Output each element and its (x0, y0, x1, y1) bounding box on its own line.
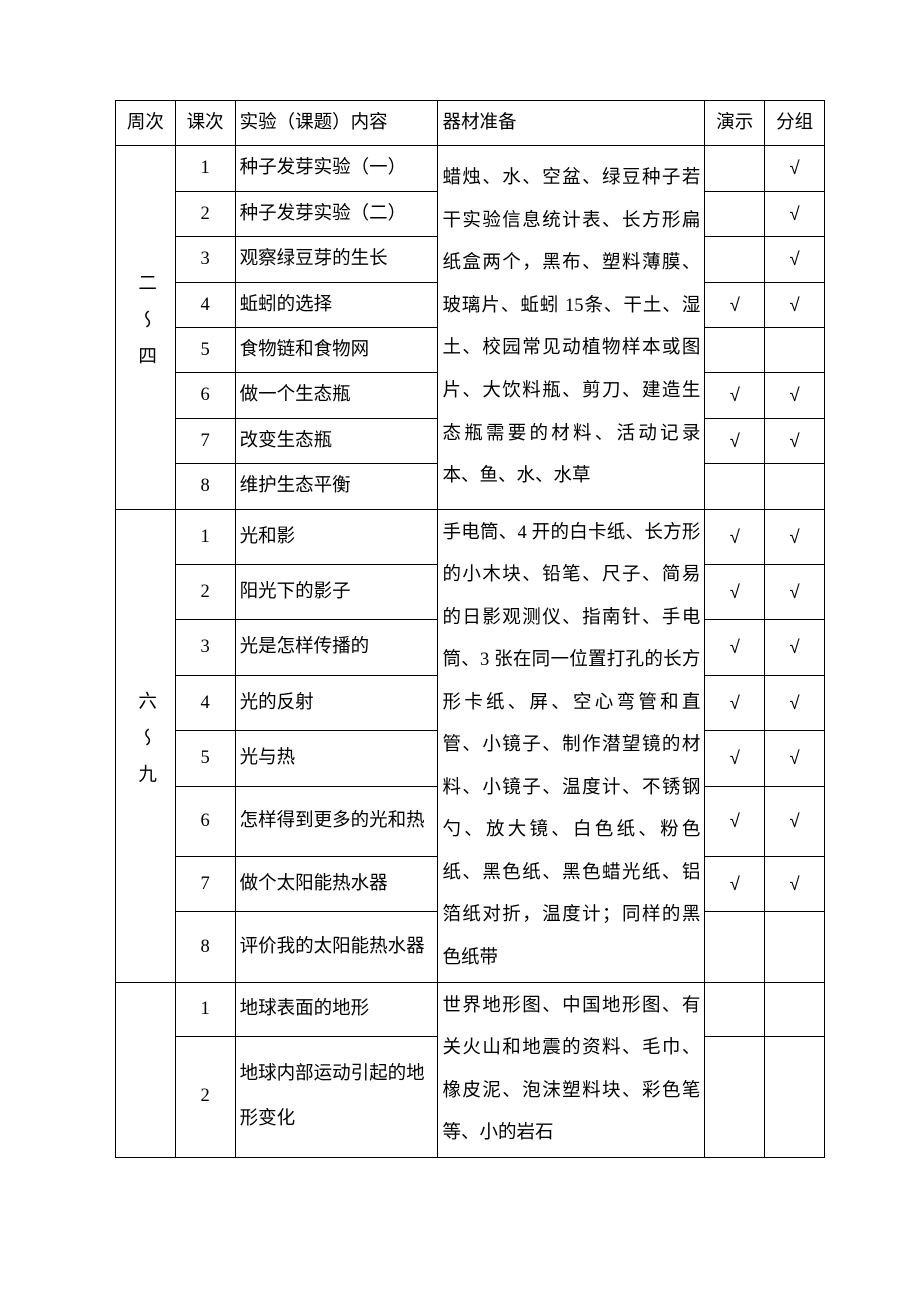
group-cell: √ (765, 191, 825, 236)
topic-cell: 做一个生态瓶 (235, 373, 438, 418)
header-demo: 演示 (705, 101, 765, 146)
lesson-cell: 4 (175, 675, 235, 730)
demo-cell (705, 982, 765, 1036)
lesson-cell: 2 (175, 564, 235, 619)
header-group: 分组 (765, 101, 825, 146)
topic-cell: 蚯蚓的选择 (235, 282, 438, 327)
equipment-cell-3: 世界地形图、中国地形图、有关火山和地震的资料、毛巾、橡皮泥、泡沫塑料块、彩色笔等… (438, 982, 705, 1157)
topic-cell: 怎样得到更多的光和热 (235, 786, 438, 856)
demo-cell: √ (705, 731, 765, 786)
lesson-cell: 7 (175, 418, 235, 463)
demo-cell: √ (705, 418, 765, 463)
demo-cell: √ (705, 675, 765, 730)
header-week: 周次 (116, 101, 176, 146)
demo-cell (705, 191, 765, 236)
week-cell-3 (116, 982, 176, 1157)
demo-cell: √ (705, 620, 765, 675)
group-cell: √ (765, 373, 825, 418)
topic-cell: 阳光下的影子 (235, 564, 438, 619)
lesson-cell: 3 (175, 620, 235, 675)
lesson-cell: 3 (175, 237, 235, 282)
lesson-cell: 2 (175, 191, 235, 236)
table-row: 六～九 1 光和影 手电筒、4 开的白卡纸、长方形的小木块、铅笔、尺子、简易的日… (116, 509, 825, 564)
lesson-cell: 2 (175, 1036, 235, 1157)
demo-cell (705, 912, 765, 982)
topic-cell: 种子发芽实验（一） (235, 146, 438, 191)
demo-cell: √ (705, 282, 765, 327)
group-cell (765, 1036, 825, 1157)
topic-cell: 改变生态瓶 (235, 418, 438, 463)
demo-cell: √ (705, 509, 765, 564)
demo-cell: √ (705, 786, 765, 856)
topic-cell: 种子发芽实验（二） (235, 191, 438, 236)
group-cell: √ (765, 237, 825, 282)
topic-cell: 评价我的太阳能热水器 (235, 912, 438, 982)
experiment-schedule-table: 周次 课次 实验（课题）内容 器材准备 演示 分组 二～四 1 种子发芽实验（一… (115, 100, 825, 1158)
header-lesson: 课次 (175, 101, 235, 146)
group-cell (765, 912, 825, 982)
topic-cell: 光是怎样传播的 (235, 620, 438, 675)
group-cell: √ (765, 564, 825, 619)
group-cell: √ (765, 282, 825, 327)
group-cell: √ (765, 675, 825, 730)
demo-cell (705, 1036, 765, 1157)
lesson-cell: 7 (175, 856, 235, 911)
topic-cell: 维护生态平衡 (235, 464, 438, 509)
topic-cell: 光和影 (235, 509, 438, 564)
lesson-cell: 5 (175, 327, 235, 372)
equipment-cell-1: 蜡烛、水、空盆、绿豆种子若干实验信息统计表、长方形扁纸盒两个，黑布、塑料薄膜、玻… (438, 146, 705, 509)
demo-cell (705, 464, 765, 509)
group-cell: √ (765, 786, 825, 856)
group-cell: √ (765, 418, 825, 463)
lesson-cell: 1 (175, 146, 235, 191)
group-cell (765, 327, 825, 372)
lesson-cell: 4 (175, 282, 235, 327)
demo-cell (705, 327, 765, 372)
demo-cell (705, 237, 765, 282)
demo-cell: √ (705, 564, 765, 619)
topic-cell: 食物链和食物网 (235, 327, 438, 372)
topic-cell: 地球表面的地形 (235, 982, 438, 1036)
lesson-cell: 8 (175, 912, 235, 982)
lesson-cell: 1 (175, 509, 235, 564)
lesson-cell: 1 (175, 982, 235, 1036)
lesson-cell: 5 (175, 731, 235, 786)
group-cell (765, 464, 825, 509)
lesson-cell: 6 (175, 373, 235, 418)
demo-cell (705, 146, 765, 191)
lesson-cell: 6 (175, 786, 235, 856)
demo-cell: √ (705, 373, 765, 418)
group-cell: √ (765, 731, 825, 786)
group-cell: √ (765, 620, 825, 675)
group-cell: √ (765, 509, 825, 564)
topic-cell: 地球内部运动引起的地形变化 (235, 1036, 438, 1157)
week-cell-2: 六～九 (116, 509, 176, 982)
table-row: 1 地球表面的地形 世界地形图、中国地形图、有关火山和地震的资料、毛巾、橡皮泥、… (116, 982, 825, 1036)
week-cell-1: 二～四 (116, 146, 176, 509)
demo-cell: √ (705, 856, 765, 911)
topic-cell: 做个太阳能热水器 (235, 856, 438, 911)
equipment-cell-2: 手电筒、4 开的白卡纸、长方形的小木块、铅笔、尺子、简易的日影观测仪、指南针、手… (438, 509, 705, 982)
group-cell: √ (765, 856, 825, 911)
table-header-row: 周次 课次 实验（课题）内容 器材准备 演示 分组 (116, 101, 825, 146)
group-cell (765, 982, 825, 1036)
topic-cell: 观察绿豆芽的生长 (235, 237, 438, 282)
topic-cell: 光与热 (235, 731, 438, 786)
topic-cell: 光的反射 (235, 675, 438, 730)
header-equip: 器材准备 (438, 101, 705, 146)
group-cell: √ (765, 146, 825, 191)
header-topic: 实验（课题）内容 (235, 101, 438, 146)
lesson-cell: 8 (175, 464, 235, 509)
table-row: 二～四 1 种子发芽实验（一） 蜡烛、水、空盆、绿豆种子若干实验信息统计表、长方… (116, 146, 825, 191)
